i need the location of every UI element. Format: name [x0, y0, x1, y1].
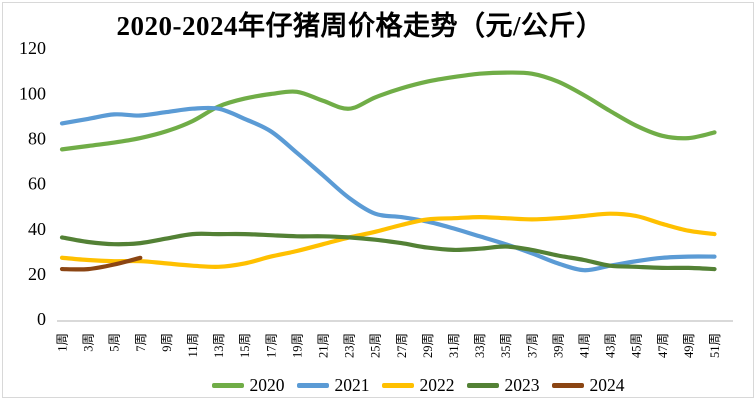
- chart-legend: 2020 2021 2022 2023 2024: [90, 374, 746, 395]
- legend-label-2020: 2020: [249, 374, 285, 395]
- x-axis-label: 7周: [134, 333, 148, 352]
- x-axis-label: 17周: [264, 333, 278, 358]
- y-axis-label: 40: [28, 219, 46, 239]
- y-axis-label: 20: [28, 264, 46, 284]
- legend-swatch-2024: [551, 383, 584, 388]
- legend-label-2021: 2021: [334, 374, 370, 395]
- series-line-2024: [59, 255, 143, 272]
- y-axis-label: 120: [19, 38, 46, 58]
- legend-swatch-2020: [211, 383, 244, 388]
- legend-item-2022: 2022: [381, 374, 455, 395]
- series-line-2023: [59, 231, 717, 272]
- x-axis-label: 27周: [395, 333, 409, 358]
- legend-swatch-2021: [296, 383, 329, 388]
- series-line-2020: [59, 70, 717, 152]
- chart-title: 2020-2024年仔猪周价格走势（元/公斤）: [116, 11, 604, 41]
- x-axis-label: 33周: [473, 333, 487, 358]
- x-axis-label: 9周: [160, 333, 174, 352]
- x-axis-label: 37周: [525, 333, 539, 358]
- x-axis-label: 45周: [630, 333, 644, 358]
- legend-item-2021: 2021: [296, 374, 370, 395]
- x-axis-label: 3周: [82, 333, 96, 352]
- x-axis-label: 11周: [186, 333, 200, 358]
- x-axis-label: 1周: [56, 333, 70, 352]
- x-axis-label: 5周: [108, 333, 122, 352]
- x-axis-label: 25周: [369, 333, 383, 358]
- x-axis-label: 13周: [212, 333, 226, 358]
- x-axis-label: 43周: [604, 333, 618, 358]
- legend-swatch-2023: [466, 383, 499, 388]
- x-axis-label: 21周: [317, 333, 331, 358]
- x-axis-label: 39周: [551, 333, 565, 358]
- legend-item-2023: 2023: [466, 374, 540, 395]
- y-axis-label: 80: [28, 128, 46, 148]
- legend-item-2024: 2024: [551, 374, 625, 395]
- y-axis-label: 60: [28, 174, 46, 194]
- legend-label-2022: 2022: [419, 374, 455, 395]
- x-axis-label: 41周: [578, 333, 592, 358]
- legend-label-2024: 2024: [589, 374, 625, 395]
- series-line-2022: [59, 211, 717, 269]
- x-axis-label: 29周: [421, 333, 435, 358]
- legend-swatch-2022: [381, 383, 414, 388]
- legend-label-2023: 2023: [504, 374, 540, 395]
- x-axis-label: 35周: [499, 333, 513, 358]
- x-axis-label: 51周: [708, 333, 722, 358]
- y-axis-label: 0: [37, 309, 46, 329]
- x-axis-label: 49周: [682, 333, 696, 358]
- y-axis-label: 100: [19, 83, 46, 103]
- x-axis-label: 19周: [290, 333, 304, 358]
- x-axis-label: 31周: [447, 333, 461, 358]
- x-axis-label: 23周: [343, 333, 357, 358]
- x-axis-label: 47周: [656, 333, 670, 358]
- legend-item-2020: 2020: [211, 374, 285, 395]
- x-axis-label: 15周: [238, 333, 252, 358]
